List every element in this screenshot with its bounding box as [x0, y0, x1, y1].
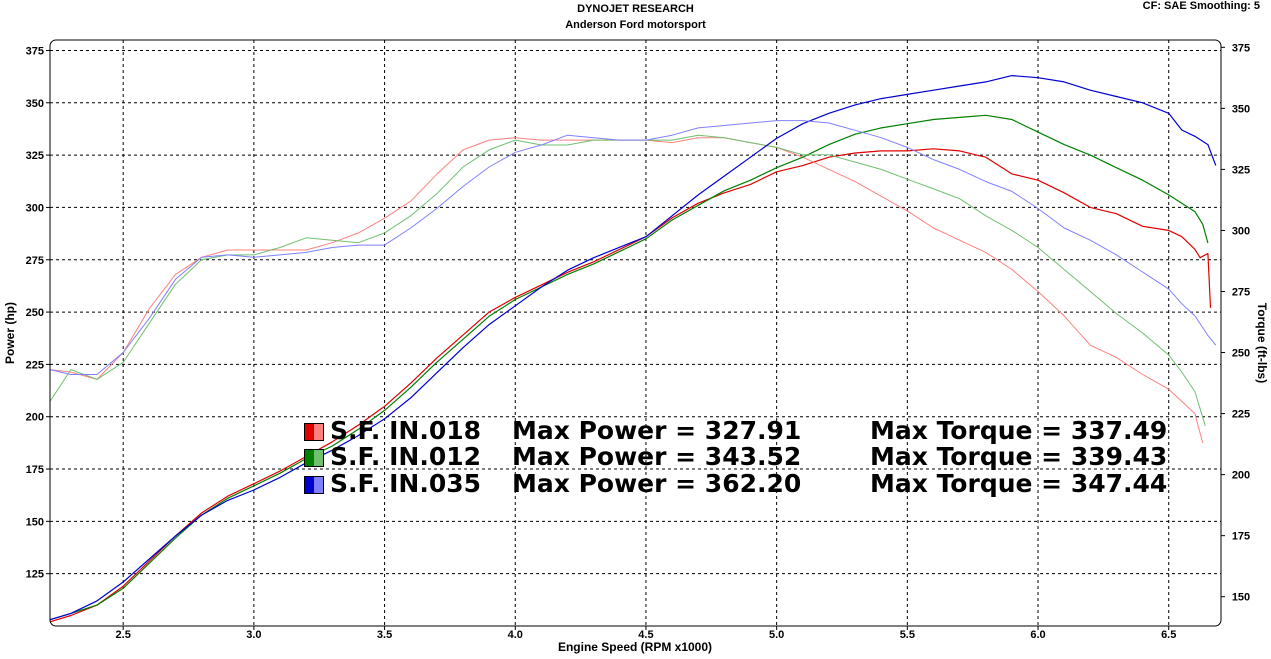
x-tick-label: 3.0	[246, 629, 261, 641]
y2-tick-label: 200	[1232, 470, 1250, 482]
plot-frame	[49, 39, 1222, 627]
x-tick-label: 4.5	[638, 629, 653, 641]
y2-axis-label: Torque (ft-lbs)	[1255, 303, 1269, 383]
series-line-torque	[49, 120, 1217, 375]
y2-tick-label: 250	[1232, 348, 1250, 360]
x-tick-label: 6.0	[1030, 629, 1045, 641]
legend-swatch-green	[304, 449, 324, 467]
legend-swatch-blue	[304, 476, 324, 494]
chart-ticks: 2.5 3.0 3.5 4.0 4.5 5.0 5.5 6.0 6.5 125 150 175 200 2…	[26, 42, 1251, 641]
y2-tick-label: 225	[1232, 409, 1250, 421]
y-tick-label: 375	[26, 45, 44, 57]
legend-item: S.F. IN.018 Max Power = 327.91 Max Torqu…	[304, 417, 1204, 445]
y-tick-label: 250	[26, 307, 44, 319]
legend-series-name: S.F. IN.035	[330, 469, 482, 498]
chart-subtitle: Anderson Ford motorsport	[565, 19, 706, 31]
chart-grid	[50, 40, 1221, 626]
x-tick-label: 5.0	[769, 629, 784, 641]
legend-max-torque: Max Torque = 347.44	[870, 469, 1168, 498]
y-tick-label: 225	[26, 359, 44, 371]
y-tick-label: 200	[26, 412, 44, 424]
legend-series-name: S.F. IN.012	[330, 442, 482, 471]
series-line-power	[49, 74, 1217, 621]
series-line-power	[49, 148, 1212, 623]
chart-series	[49, 74, 1217, 623]
y2-tick-label: 175	[1232, 531, 1250, 543]
y2-tick-label: 350	[1232, 103, 1250, 115]
x-tick-label: 3.5	[377, 629, 392, 641]
legend-item: S.F. IN.035 Max Power = 362.20 Max Torqu…	[304, 470, 1204, 498]
x-axis-label: Engine Speed (RPM x1000)	[558, 640, 712, 654]
y-tick-label: 125	[26, 569, 44, 581]
y-tick-label: 175	[26, 464, 44, 476]
y-tick-label: 150	[26, 516, 44, 528]
legend-max-power: Max Power = 343.52	[512, 442, 802, 471]
y-tick-label: 350	[26, 98, 44, 110]
y-tick-label: 275	[26, 255, 44, 267]
x-tick-label: 5.5	[900, 629, 915, 641]
y-axis-label: Power (hp)	[3, 302, 17, 364]
chart-title: DYNOJET RESEARCH	[577, 3, 694, 15]
y2-tick-label: 275	[1232, 286, 1250, 298]
legend-swatch-red	[304, 423, 324, 441]
legend-max-torque: Max Torque = 337.49	[870, 416, 1168, 445]
y-tick-label: 300	[26, 202, 44, 214]
x-tick-label: 6.5	[1161, 629, 1176, 641]
series-line-power	[49, 114, 1209, 621]
legend-max-power: Max Power = 327.91	[512, 416, 802, 445]
legend-max-torque: Max Torque = 339.43	[870, 442, 1168, 471]
legend-series-name: S.F. IN.018	[330, 416, 482, 445]
y2-tick-label: 325	[1232, 164, 1250, 176]
x-tick-label: 4.0	[508, 629, 523, 641]
y2-tick-label: 150	[1232, 592, 1250, 604]
y2-tick-label: 300	[1232, 225, 1250, 237]
series-line-torque	[49, 137, 1204, 444]
legend-item: S.F. IN.012 Max Power = 343.52 Max Torqu…	[304, 443, 1204, 471]
y2-tick-label: 375	[1232, 42, 1250, 54]
x-tick-label: 2.5	[116, 629, 131, 641]
correction-info: CF: SAE Smoothing: 5	[1142, 0, 1260, 12]
y-tick-label: 325	[26, 150, 44, 162]
legend-max-power: Max Power = 362.20	[512, 469, 802, 498]
